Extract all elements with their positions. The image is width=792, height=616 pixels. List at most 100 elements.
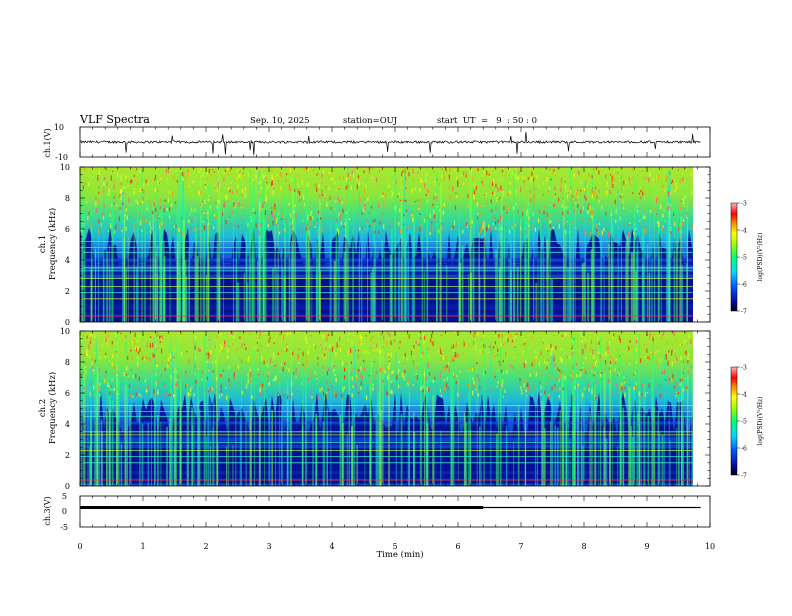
- power-speckle: [398, 369, 400, 372]
- power-speckle: [565, 229, 567, 235]
- power-speckle: [494, 375, 496, 379]
- power-speckle: [233, 372, 235, 377]
- sferic-streak: [657, 410, 660, 486]
- power-speckle: [392, 370, 394, 373]
- power-speckle: [125, 226, 127, 231]
- power-speckle: [141, 200, 144, 204]
- power-speckle: [432, 203, 434, 206]
- power-speckle: [636, 205, 638, 208]
- power-speckle: [154, 178, 156, 181]
- sferic-streak: [654, 181, 655, 322]
- power-speckle: [429, 231, 431, 235]
- sferic-streak: [503, 222, 506, 322]
- spectral-band: [80, 258, 693, 262]
- power-speckle: [379, 221, 381, 225]
- power-speckle: [200, 190, 202, 195]
- power-speckle: [289, 187, 291, 191]
- power-speckle: [479, 203, 481, 207]
- power-speckle: [107, 382, 109, 387]
- power-speckle: [410, 214, 412, 219]
- power-speckle: [247, 378, 249, 384]
- ch1-colorbar-label: log(PSD)(V²/Hz): [757, 233, 764, 282]
- power-speckle: [152, 369, 154, 373]
- power-speckle: [285, 219, 287, 223]
- power-speckle: [593, 355, 595, 359]
- power-speckle: [298, 379, 300, 381]
- power-speckle: [218, 394, 221, 399]
- power-speckle: [222, 349, 224, 352]
- power-speckle: [231, 211, 233, 214]
- power-speckle: [113, 202, 115, 206]
- power-speckle: [550, 343, 552, 348]
- power-speckle: [298, 198, 300, 202]
- power-speckle: [318, 184, 320, 188]
- sferic-streak: [632, 380, 635, 486]
- power-speckle: [287, 346, 289, 348]
- power-speckle: [700, 342, 701, 344]
- power-speckle: [392, 191, 394, 196]
- sferic-streak: [647, 416, 650, 486]
- power-speckle: [599, 332, 601, 336]
- power-speckle: [560, 357, 562, 363]
- power-speckle: [465, 174, 467, 178]
- power-speckle: [391, 383, 393, 387]
- power-speckle: [266, 181, 268, 184]
- power-speckle: [383, 334, 385, 340]
- power-speckle: [431, 221, 433, 224]
- power-speckle: [120, 332, 122, 334]
- power-speckle: [312, 216, 314, 221]
- power-speckle: [665, 355, 667, 360]
- power-speckle: [661, 183, 664, 188]
- sferic-streak: [432, 395, 434, 486]
- power-speckle: [143, 182, 145, 187]
- power-speckle: [326, 394, 328, 399]
- power-speckle: [397, 195, 399, 198]
- sferic-streak: [622, 407, 625, 486]
- y-tick-label: 10: [60, 327, 70, 336]
- power-speckle: [627, 224, 629, 227]
- power-speckle: [423, 333, 425, 338]
- sferic-streak: [159, 210, 161, 322]
- power-speckle: [218, 200, 220, 205]
- spectral-band: [80, 268, 693, 272]
- power-speckle: [490, 389, 492, 392]
- power-speckle: [501, 334, 503, 339]
- power-speckle: [455, 381, 457, 385]
- sferic-streak: [390, 228, 393, 322]
- power-speckle: [135, 392, 137, 396]
- power-speckle: [476, 374, 478, 379]
- power-speckle: [403, 214, 405, 217]
- sferic-streak: [617, 446, 619, 486]
- power-speckle: [380, 195, 382, 199]
- power-speckle: [273, 352, 275, 357]
- power-speckle: [148, 332, 150, 336]
- power-speckle: [640, 395, 642, 398]
- power-speckle: [349, 176, 351, 182]
- power-speckle: [185, 384, 187, 388]
- power-speckle: [177, 383, 179, 388]
- power-speckle: [696, 344, 697, 346]
- sferic-streak: [342, 423, 345, 486]
- power-speckle: [493, 225, 495, 230]
- power-speckle: [431, 342, 433, 345]
- date-label: Sep. 10, 2025: [250, 116, 310, 126]
- power-speckle: [686, 212, 688, 217]
- power-speckle: [182, 230, 184, 236]
- power-speckle: [590, 346, 592, 351]
- power-speckle: [309, 216, 312, 220]
- power-speckle: [145, 179, 147, 184]
- power-speckle: [156, 334, 158, 337]
- power-speckle: [334, 391, 336, 397]
- power-speckle: [494, 217, 496, 219]
- power-speckle: [280, 186, 282, 191]
- power-speckle: [83, 221, 85, 225]
- power-speckle: [488, 224, 490, 228]
- power-speckle: [156, 214, 158, 219]
- power-speckle: [412, 347, 414, 352]
- power-speckle: [239, 357, 241, 361]
- power-speckle: [607, 351, 610, 354]
- power-speckle: [261, 186, 263, 190]
- power-speckle: [554, 186, 556, 191]
- sferic-streak: [628, 384, 631, 486]
